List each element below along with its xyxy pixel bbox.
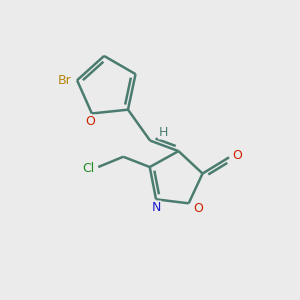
Text: N: N [151, 201, 161, 214]
Text: O: O [193, 202, 203, 215]
Text: O: O [232, 149, 242, 162]
Text: H: H [159, 126, 168, 139]
Text: Br: Br [58, 74, 72, 87]
Text: Cl: Cl [83, 162, 95, 175]
Text: O: O [85, 115, 95, 128]
